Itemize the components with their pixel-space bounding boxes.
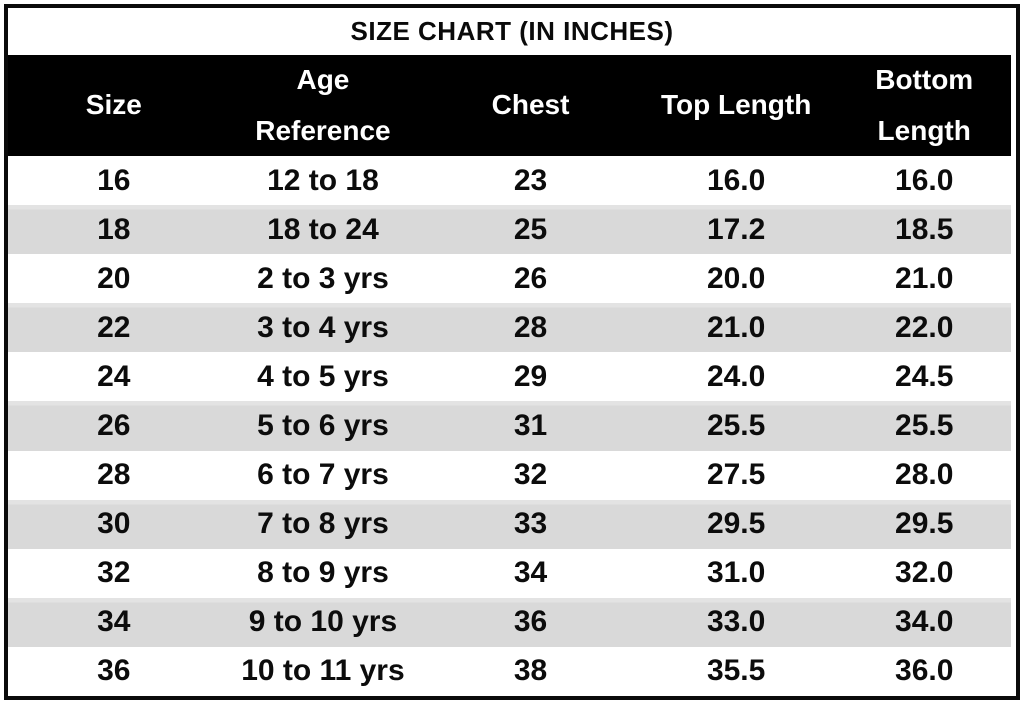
cell-age-reference: 9 to 10 yrs: [248, 605, 398, 639]
table-row: 16 12 to 18 23 16.0 16.0: [8, 156, 1011, 206]
cell-bottom-length: 21.0: [895, 261, 954, 295]
size-chart-table: SIZE CHART (IN INCHES) Size Age Reference…: [4, 4, 1020, 700]
cell-size: 30: [97, 507, 131, 541]
cell-age-reference: 6 to 7 yrs: [257, 458, 389, 492]
cell-size: 26: [97, 409, 131, 443]
cell-chest: 23: [513, 163, 548, 197]
table-row: 18 18 to 24 25 17.2 18.5: [8, 205, 1011, 255]
table-row: 22 3 to 4 yrs 28 21.0 22.0: [8, 303, 1011, 353]
cell-top-length: 35.5: [706, 654, 766, 688]
cell-size: 20: [97, 261, 131, 295]
cell-bottom-length: 22.0: [895, 310, 954, 344]
table-row: 28 6 to 7 yrs 32 27.5 28.0: [8, 450, 1011, 500]
cell-age-reference: 10 to 11 yrs: [241, 654, 405, 688]
column-header-chest: Chest: [491, 89, 570, 121]
cell-chest: 29: [513, 359, 548, 393]
cell-size: 18: [97, 212, 131, 246]
cell-bottom-length: 36.0: [895, 654, 954, 688]
chart-title: SIZE CHART (IN INCHES): [8, 8, 1016, 55]
column-header-top-length: Top Length: [660, 89, 812, 121]
cell-top-length: 33.0: [706, 605, 766, 639]
cell-age-reference: 12 to 18: [267, 163, 379, 197]
table-row: 26 5 to 6 yrs 31 25.5 25.5: [8, 401, 1011, 451]
cell-size: 22: [97, 310, 131, 344]
cell-top-length: 27.5: [706, 458, 766, 492]
cell-top-length: 20.0: [706, 261, 766, 295]
cell-top-length: 25.5: [706, 409, 766, 443]
cell-size: 36: [97, 654, 131, 688]
cell-age-reference: 18 to 24: [267, 212, 379, 246]
column-header-bottom-length: Bottom Length: [875, 64, 974, 146]
cell-chest: 38: [513, 654, 548, 688]
cell-bottom-length: 28.0: [895, 458, 954, 492]
cell-size: 24: [97, 359, 131, 393]
cell-bottom-length: 29.5: [895, 507, 954, 541]
column-header-size: Size: [85, 89, 142, 121]
table-row: 34 9 to 10 yrs 36 33.0 34.0: [8, 597, 1011, 647]
cell-top-length: 17.2: [706, 212, 766, 246]
table-row: 32 8 to 9 yrs 34 31.0 32.0: [8, 548, 1011, 598]
cell-chest: 33: [513, 507, 548, 541]
column-header-age-reference: Age Reference: [255, 64, 391, 146]
cell-size: 16: [97, 163, 131, 197]
cell-age-reference: 2 to 3 yrs: [257, 261, 389, 295]
table-body: 16 12 to 18 23 16.0 16.0 18 18 to 24 25 17.2 18.5…: [8, 156, 1016, 697]
cell-bottom-length: 25.5: [895, 409, 954, 443]
cell-bottom-length: 24.5: [895, 359, 954, 393]
cell-chest: 26: [513, 261, 548, 295]
cell-top-length: 29.5: [706, 507, 766, 541]
cell-size: 34: [97, 605, 131, 639]
cell-bottom-length: 18.5: [895, 212, 954, 246]
cell-age-reference: 3 to 4 yrs: [257, 310, 389, 344]
cell-age-reference: 5 to 6 yrs: [257, 409, 389, 443]
cell-chest: 31: [513, 409, 548, 443]
cell-chest: 36: [513, 605, 548, 639]
cell-age-reference: 4 to 5 yrs: [257, 359, 389, 393]
cell-chest: 28: [513, 310, 548, 344]
cell-chest: 34: [513, 556, 548, 590]
cell-bottom-length: 34.0: [895, 605, 954, 639]
cell-chest: 32: [513, 458, 548, 492]
cell-top-length: 21.0: [706, 310, 766, 344]
cell-top-length: 16.0: [706, 163, 766, 197]
table-row: 30 7 to 8 yrs 33 29.5 29.5: [8, 499, 1011, 549]
cell-age-reference: 7 to 8 yrs: [257, 507, 389, 541]
cell-top-length: 31.0: [706, 556, 766, 590]
cell-bottom-length: 32.0: [895, 556, 954, 590]
cell-size: 32: [97, 556, 131, 590]
cell-chest: 25: [513, 212, 548, 246]
cell-size: 28: [97, 458, 131, 492]
cell-age-reference: 8 to 9 yrs: [257, 556, 389, 590]
table-row: 24 4 to 5 yrs 29 24.0 24.5: [8, 352, 1011, 402]
table-row: 20 2 to 3 yrs 26 20.0 21.0: [8, 254, 1011, 304]
table-header: Size Age Reference Chest Top Length Bottom L…: [8, 55, 1011, 156]
table-row: 36 10 to 11 yrs 38 35.5 36.0: [8, 646, 1011, 697]
cell-bottom-length: 16.0: [895, 163, 954, 197]
cell-top-length: 24.0: [706, 359, 766, 393]
